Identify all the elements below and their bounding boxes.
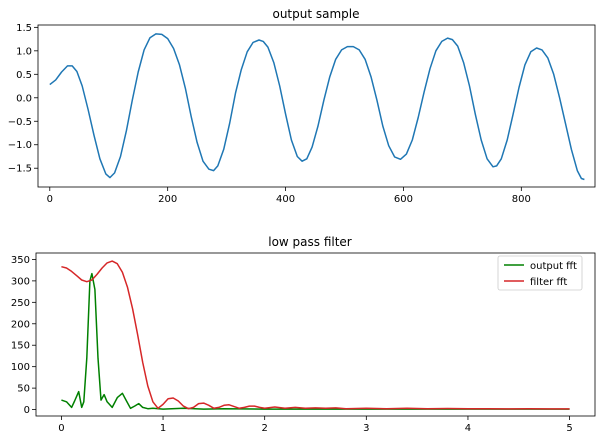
legend-label-filter-fft: filter fft bbox=[530, 277, 567, 288]
x-tick-label: 0 bbox=[58, 423, 64, 434]
x-tick-label: 200 bbox=[158, 194, 177, 205]
x-tick-label: 3 bbox=[363, 423, 369, 434]
y-tick-label: 1.0 bbox=[16, 46, 32, 57]
plot-frame bbox=[35, 252, 596, 417]
y-tick-label: 50 bbox=[17, 384, 30, 395]
y-tick-label: 0.0 bbox=[16, 93, 32, 104]
x-tick-label: 800 bbox=[512, 194, 531, 205]
y-axis: 1.5 1.0 0.5 0.0 −0.5 −1.0 −1.5 bbox=[8, 23, 38, 175]
x-tick-label: 2 bbox=[261, 423, 267, 434]
y-tick-label: 250 bbox=[11, 298, 30, 309]
x-tick-label: 1 bbox=[160, 423, 166, 434]
chart-title: output sample bbox=[272, 7, 359, 21]
legend: output fft filter fft bbox=[497, 255, 583, 291]
series-line-output-fft bbox=[61, 272, 570, 410]
x-axis: 0 200 400 600 800 bbox=[47, 187, 531, 205]
series-line-filter-fft bbox=[61, 260, 570, 410]
y-tick-label: −1.0 bbox=[8, 140, 32, 151]
legend-label-output-fft: output fft bbox=[530, 261, 577, 272]
x-tick-label: 600 bbox=[394, 194, 413, 205]
x-tick-label: 5 bbox=[566, 423, 572, 434]
series-layer bbox=[61, 260, 570, 410]
y-tick-label: −0.5 bbox=[8, 117, 32, 128]
series-layer bbox=[49, 33, 585, 181]
output-sample-chart: output sample 0 200 400 600 800 1.5 1.0 0.5 0.0… bbox=[8, 7, 596, 205]
y-tick-label: 300 bbox=[11, 276, 30, 287]
low-pass-filter-chart: low pass filter 0 1 2 3 4 5 350 300 250 200 150 10… bbox=[11, 235, 596, 434]
y-tick-label: 0.5 bbox=[16, 70, 32, 81]
y-axis: 350 300 250 200 150 100 50 0 bbox=[11, 255, 36, 416]
x-tick-label: 4 bbox=[465, 423, 471, 434]
y-tick-label: 0 bbox=[24, 405, 30, 416]
y-tick-label: 100 bbox=[11, 362, 30, 373]
x-axis: 0 1 2 3 4 5 bbox=[58, 416, 573, 434]
chart-title: low pass filter bbox=[268, 235, 352, 249]
plot-frame bbox=[37, 24, 596, 188]
x-tick-label: 0 bbox=[47, 194, 53, 205]
y-tick-label: 150 bbox=[11, 341, 30, 352]
y-tick-label: 200 bbox=[11, 319, 30, 330]
y-tick-label: 1.5 bbox=[16, 23, 32, 34]
series-line-0 bbox=[49, 33, 585, 181]
y-tick-label: −1.5 bbox=[8, 164, 32, 175]
x-tick-label: 400 bbox=[276, 194, 295, 205]
y-tick-label: 350 bbox=[11, 255, 30, 266]
